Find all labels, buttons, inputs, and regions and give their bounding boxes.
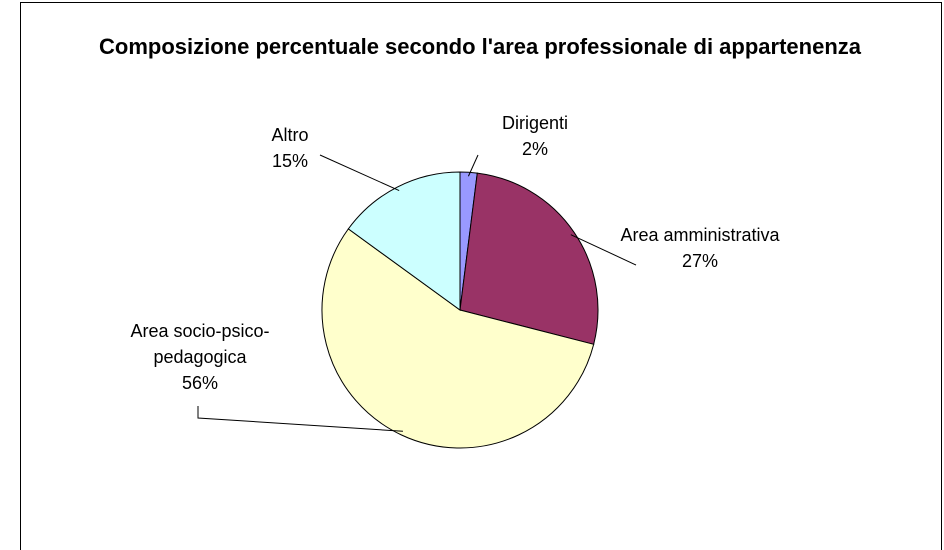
category-label: Altro xyxy=(271,125,309,145)
leader-line xyxy=(197,406,403,432)
chart-title: Composizione percentuale secondo l'area … xyxy=(99,34,861,59)
data-label: Dirigenti 2% xyxy=(480,110,590,162)
data-label: Altro 15% xyxy=(240,122,340,174)
pie-slice xyxy=(459,172,599,345)
value-label: 27% xyxy=(681,251,719,271)
category-label: Area amministrativa xyxy=(620,225,780,245)
leader-line xyxy=(570,234,637,266)
pie-slice xyxy=(321,228,595,449)
category-label: Dirigenti xyxy=(501,113,569,133)
chart-frame xyxy=(20,2,942,550)
category-label: Area socio-psico-pedagogica xyxy=(130,321,270,367)
data-label: Area socio-psico-pedagogica 56% xyxy=(95,318,305,396)
leader-line xyxy=(319,154,400,192)
value-label: 56% xyxy=(181,373,219,393)
value-label: 15% xyxy=(271,151,309,171)
pie-slice xyxy=(347,171,461,311)
data-label: Area amministrativa 27% xyxy=(620,222,780,274)
value-label: 2% xyxy=(521,139,548,159)
leader-line xyxy=(467,154,479,177)
